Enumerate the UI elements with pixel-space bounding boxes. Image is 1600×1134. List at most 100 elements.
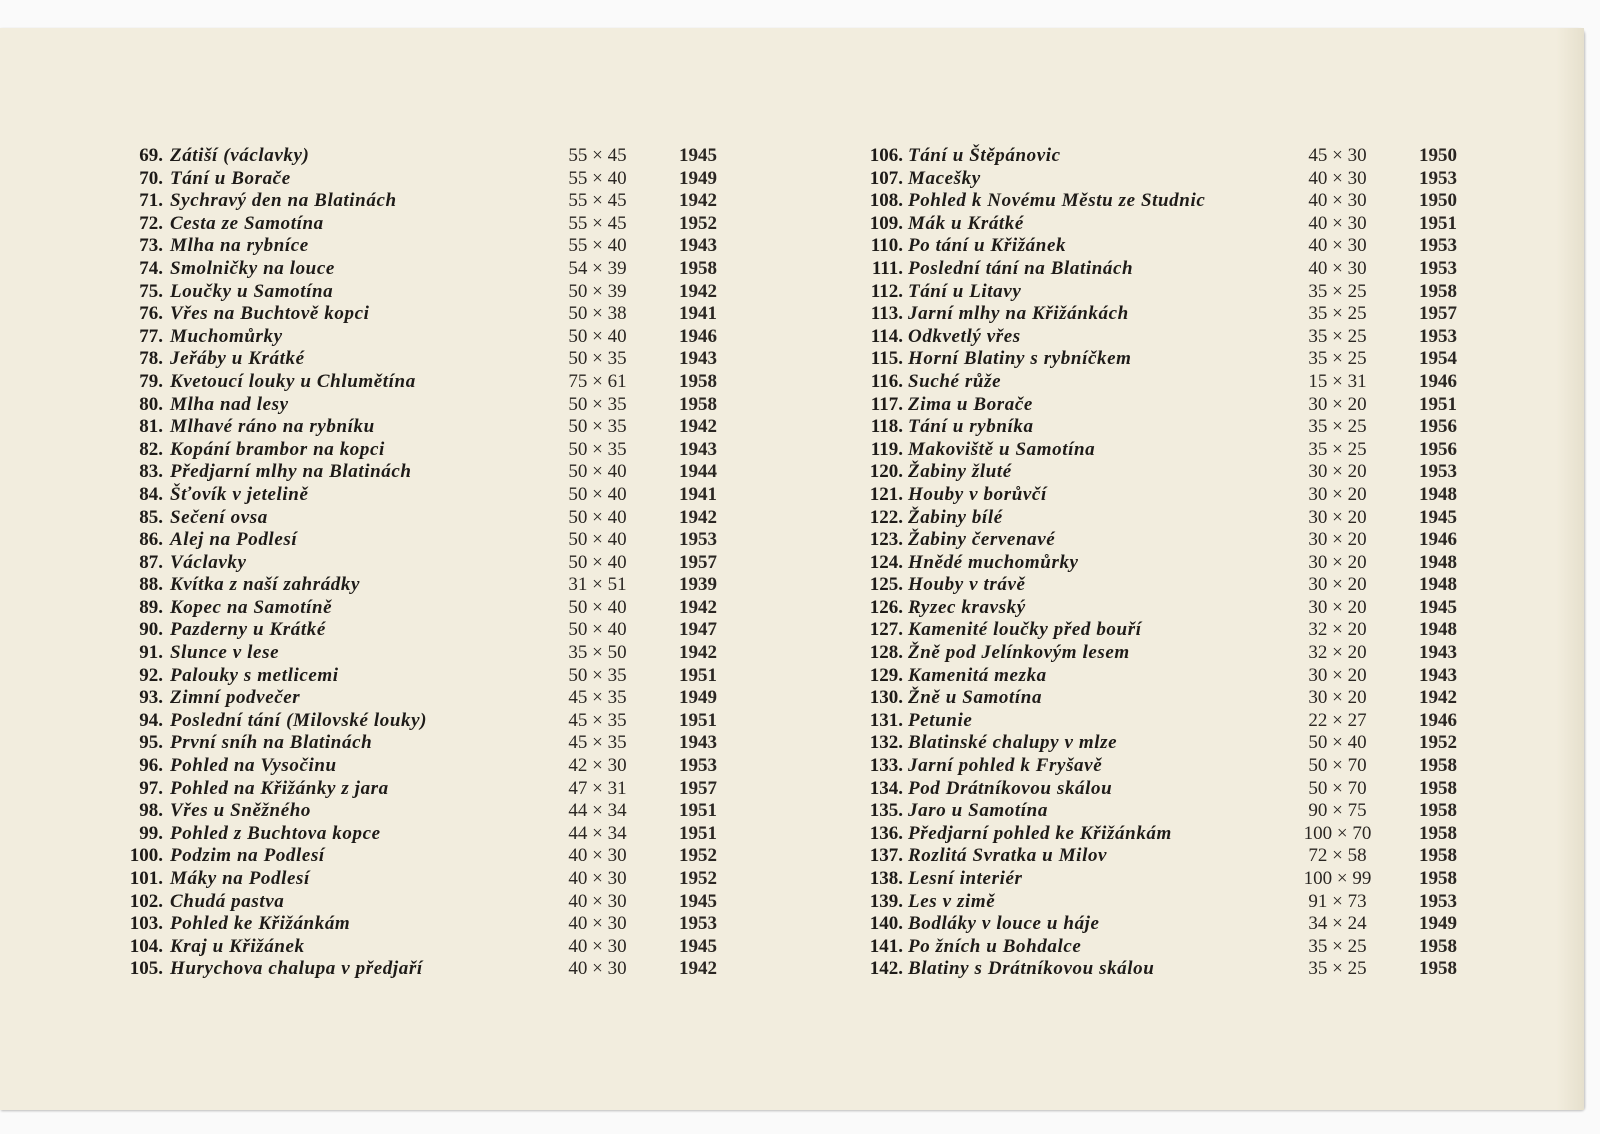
- entry-year: 1939: [679, 574, 717, 596]
- entry-dimensions: 30 × 20: [1308, 393, 1367, 415]
- entry-number: 137.: [869, 845, 903, 867]
- entry-year: 1952: [1419, 732, 1457, 754]
- entry-dimensions: 35 × 50: [568, 642, 627, 664]
- entry-number: 139.: [869, 890, 903, 912]
- entry-year: 1958: [1419, 280, 1457, 302]
- entry-title: Vřes u Sněžného: [170, 800, 311, 822]
- entry-dimensions: 30 × 20: [1308, 664, 1367, 686]
- entry-year: 1943: [1419, 664, 1457, 686]
- entry-year: 1942: [679, 958, 717, 980]
- entry-number: 124.: [869, 551, 903, 573]
- catalogue-entry: 80. Mlha nad lesy 50 × 35 1958: [0, 394, 800, 417]
- entry-year: 1945: [1419, 596, 1457, 618]
- entry-number: 97.: [139, 777, 163, 799]
- entry-number: 122.: [869, 506, 903, 528]
- entry-title: Kraj u Křižánek: [170, 935, 305, 957]
- catalogue-entry: 96. Pohled na Vysočinu 42 × 30 1953: [0, 755, 800, 778]
- entry-dimensions: 45 × 35: [568, 732, 627, 754]
- entry-year: 1948: [1419, 483, 1457, 505]
- entry-number: 111.: [871, 257, 903, 279]
- entry-dimensions: 47 × 31: [568, 777, 627, 799]
- entry-dimensions: 30 × 20: [1308, 574, 1367, 596]
- catalogue-entry: 74. Smolničky na louce 54 × 39 1958: [0, 258, 800, 281]
- entry-title: Jarní pohled k Fryšavě: [908, 755, 1103, 777]
- entry-dimensions: 34 × 24: [1308, 913, 1367, 935]
- entry-number: 135.: [869, 800, 903, 822]
- entry-number: 91.: [139, 642, 163, 664]
- entry-dimensions: 91 × 73: [1308, 890, 1367, 912]
- entry-number: 86.: [139, 529, 163, 551]
- catalogue-entry: 127. Kamenité loučky před bouří 32 × 20 194…: [740, 619, 1540, 642]
- entry-year: 1953: [679, 529, 717, 551]
- entry-number: 87.: [139, 551, 163, 573]
- entry-title: Po žních u Bohdalce: [908, 935, 1082, 957]
- entry-dimensions: 35 × 25: [1308, 280, 1367, 302]
- entry-year: 1952: [679, 868, 717, 889]
- entry-year: 1945: [679, 935, 717, 957]
- catalogue-entry: 69. Zátiší (václavky) 55 × 45 1945: [0, 145, 800, 168]
- catalogue-entry: 70. Tání u Borače 55 × 40 1949: [0, 168, 800, 191]
- entry-year: 1956: [1419, 438, 1457, 460]
- entry-year: 1949: [679, 687, 717, 709]
- entry-number: 96.: [139, 755, 163, 777]
- entry-number: 72.: [139, 212, 163, 234]
- entry-title: Mlha nad lesy: [170, 393, 289, 415]
- catalogue-entry: 126. Ryzec kravský 30 × 20 1945: [740, 597, 1540, 620]
- entry-title: Poslední tání (Milovské louky): [170, 709, 428, 731]
- catalogue-entry: 97. Pohled na Křižánky z jara 47 × 31 1957: [0, 778, 800, 801]
- entry-year: 1941: [679, 303, 717, 325]
- entry-number: 82.: [139, 438, 163, 460]
- entry-year: 1958: [1419, 958, 1457, 980]
- catalogue-entry: 103. Pohled ke Křižánkám 40 × 30 1953: [0, 913, 800, 936]
- entry-dimensions: 50 × 40: [568, 483, 627, 505]
- entry-dimensions: 22 × 27: [1308, 709, 1367, 731]
- entry-title: Kamenitá mezka: [908, 664, 1047, 686]
- entry-number: 123.: [869, 529, 903, 551]
- catalogue-entry: 123. Žabiny červenavé 30 × 20 1946: [740, 529, 1540, 552]
- catalogue-entry: 114. Odkvetlý vřes 35 × 25 1953: [740, 326, 1540, 349]
- entry-dimensions: 55 × 45: [568, 145, 627, 166]
- entry-number: 79.: [139, 370, 163, 392]
- entry-title: Rozlitá Svratka u Milov: [908, 845, 1108, 867]
- entry-number: 138.: [869, 868, 903, 889]
- catalogue-entry: 118. Tání u rybníka 35 × 25 1956: [740, 416, 1540, 439]
- entry-dimensions: 35 × 25: [1308, 325, 1367, 347]
- entry-year: 1945: [1419, 506, 1457, 528]
- entry-number: 133.: [869, 755, 903, 777]
- entry-dimensions: 50 × 35: [568, 416, 627, 438]
- catalogue-entry: 98. Vřes u Sněžného 44 × 34 1951: [0, 800, 800, 823]
- entry-dimensions: 32 × 20: [1308, 619, 1367, 641]
- entry-year: 1948: [1419, 619, 1457, 641]
- entry-number: 119.: [870, 438, 903, 460]
- entry-year: 1958: [679, 257, 717, 279]
- entry-number: 90.: [139, 619, 163, 641]
- entry-year: 1958: [679, 370, 717, 392]
- entry-year: 1942: [679, 280, 717, 302]
- page-edge-shadow: [1556, 28, 1584, 1110]
- entry-dimensions: 50 × 39: [568, 280, 627, 302]
- entry-title: Blatinské chalupy v mlze: [908, 732, 1118, 754]
- entry-number: 73.: [139, 235, 163, 257]
- entry-dimensions: 30 × 20: [1308, 687, 1367, 709]
- entry-number: 113.: [870, 303, 903, 325]
- entry-number: 74.: [139, 257, 163, 279]
- entry-number: 115.: [870, 348, 903, 370]
- entry-dimensions: 40 × 30: [1308, 212, 1367, 234]
- entry-dimensions: 50 × 40: [568, 461, 627, 483]
- entry-dimensions: 50 × 40: [1308, 732, 1367, 754]
- entry-title: Hurychova chalupa v předjaří: [170, 958, 423, 980]
- entry-title: Horní Blatiny s rybníčkem: [908, 348, 1132, 370]
- entry-title: Tání u Borače: [170, 167, 291, 189]
- entry-year: 1953: [1419, 461, 1457, 483]
- catalogue-entry: 83. Předjarní mlhy na Blatinách 50 × 40 194…: [0, 461, 800, 484]
- entry-dimensions: 40 × 30: [568, 868, 627, 889]
- catalogue-entry: 112. Tání u Litavy 35 × 25 1958: [740, 281, 1540, 304]
- catalogue-entry: 79. Kvetoucí louky u Chlumětína 75 × 61 195…: [0, 371, 800, 394]
- entry-dimensions: 54 × 39: [568, 257, 627, 279]
- entry-title: Makoviště u Samotína: [908, 438, 1096, 460]
- catalogue-entry: 78. Jeřáby u Krátké 50 × 35 1943: [0, 348, 800, 371]
- entry-dimensions: 55 × 45: [568, 190, 627, 212]
- catalogue-entry: 113. Jarní mlhy na Křižánkách 35 × 25 1957: [740, 303, 1540, 326]
- catalogue-right-column: 106. Tání u Štěpánovic 45 × 30 1950 107. Mace…: [740, 145, 1540, 981]
- entry-year: 1943: [679, 438, 717, 460]
